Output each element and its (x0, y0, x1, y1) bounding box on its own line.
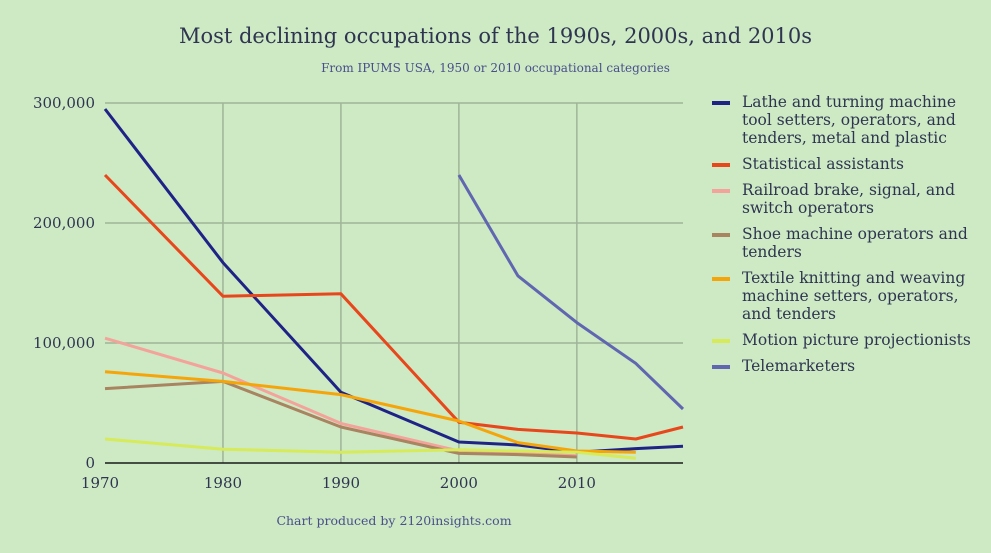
legend-label: Shoe machine operators and tenders (742, 225, 968, 261)
x-tick-label: 1970 (81, 474, 119, 492)
x-tick-label: 1990 (322, 474, 360, 492)
legend-item[interactable]: Textile knitting and weaving machine set… (712, 269, 982, 323)
legend-item[interactable]: Shoe machine operators and tenders (712, 225, 982, 261)
legend-swatch (712, 101, 730, 105)
y-tick-label: 200,000 (33, 214, 95, 232)
legend-label: Textile knitting and weaving machine set… (742, 269, 966, 323)
chart-credit: Chart produced by 2120insights.com (276, 513, 512, 528)
series-line (104, 379, 577, 459)
legend-swatch (712, 277, 730, 281)
legend-label: Railroad brake, signal, and switch opera… (742, 181, 956, 217)
legend-swatch (712, 233, 730, 237)
series-line (103, 173, 684, 441)
legend-label: Motion picture projectionists (742, 331, 971, 349)
series-line (103, 108, 684, 454)
legend-item[interactable]: Railroad brake, signal, and switch opera… (712, 181, 982, 217)
series-line (104, 437, 636, 460)
legend-item[interactable]: Motion picture projectionists (712, 331, 982, 349)
chart-title: Most declining occupations of the 1990s,… (178, 24, 813, 48)
series-line (457, 174, 685, 411)
y-tick-label: 300,000 (33, 94, 95, 112)
x-tick-label: 1980 (204, 474, 242, 492)
legend-label: Telemarketers (742, 357, 856, 375)
x-tick-label: 2000 (440, 474, 478, 492)
legend-label: Statistical assistants (742, 155, 904, 173)
y-tick-label: 0 (85, 454, 95, 472)
legend-swatch (712, 365, 730, 369)
legend-item[interactable]: Telemarketers (712, 357, 982, 375)
legend-item[interactable]: Statistical assistants (712, 155, 982, 173)
legend: Lathe and turning machine tool setters, … (712, 93, 982, 383)
y-tick-label: 100,000 (33, 334, 95, 352)
chart-subtitle: From IPUMS USA, 1950 or 2010 occupationa… (321, 61, 670, 75)
legend-item[interactable]: Lathe and turning machine tool setters, … (712, 93, 982, 147)
legend-label: Lathe and turning machine tool setters, … (742, 93, 957, 147)
x-tick-label: 2010 (558, 474, 596, 492)
legend-swatch (712, 163, 730, 167)
legend-swatch (712, 339, 730, 343)
legend-swatch (712, 189, 730, 193)
